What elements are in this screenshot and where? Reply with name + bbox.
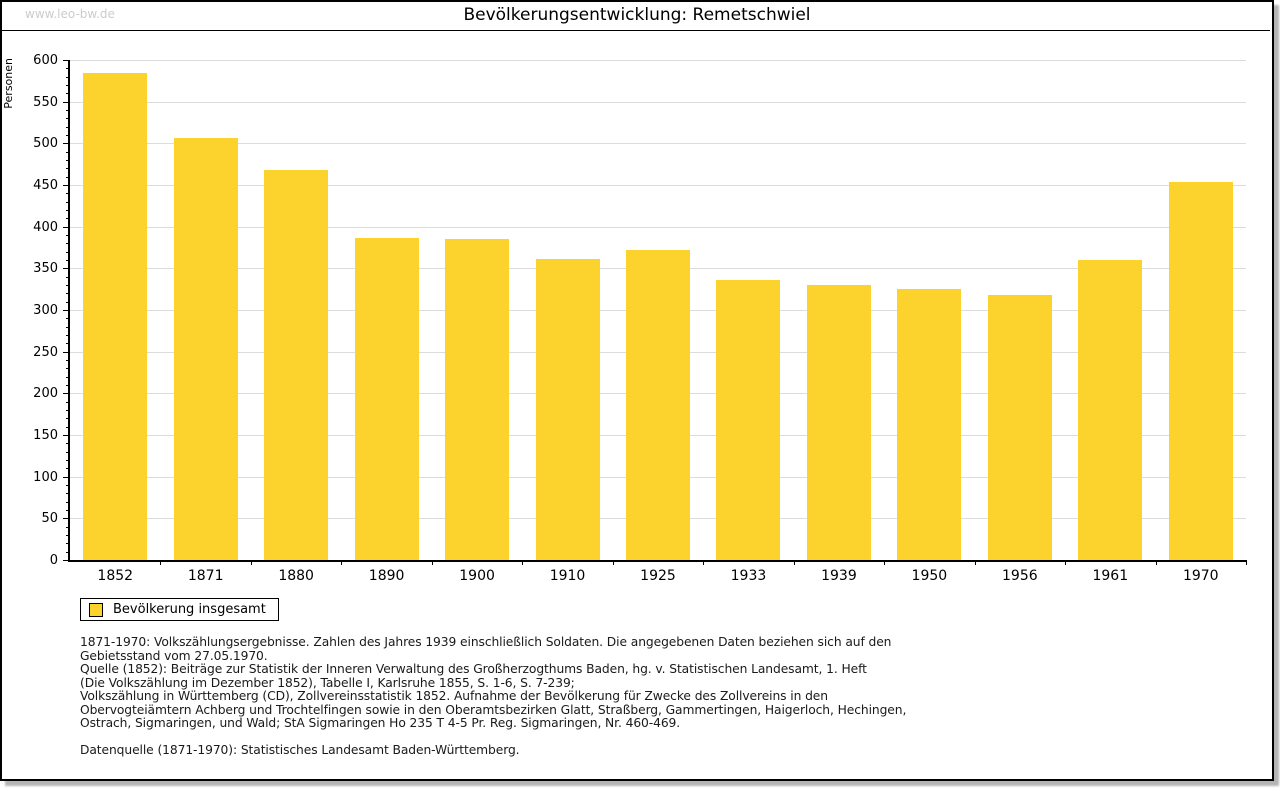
x-boundary-tick <box>612 560 614 565</box>
datasource-line: Datenquelle (1871-1970): Statistisches L… <box>80 742 520 757</box>
x-tick-label: 1890 <box>368 568 405 584</box>
footnote-line: Ostrach, Sigmaringen, und Wald; StA Sigm… <box>80 716 681 730</box>
x-tick-label: 1871 <box>187 568 224 584</box>
x-boundary-tick <box>1065 560 1067 565</box>
bar <box>264 170 329 560</box>
y-major-tick <box>63 435 70 436</box>
bar <box>445 239 510 560</box>
y-major-tick <box>63 185 70 186</box>
x-tick-label: 1880 <box>278 568 314 584</box>
y-tick-label: 50 <box>41 511 58 527</box>
y-tick-label: 350 <box>33 261 58 277</box>
x-tick-label: 1900 <box>459 568 495 584</box>
y-major-tick <box>63 226 70 228</box>
y-tick-label: 0 <box>49 553 58 568</box>
bar <box>83 72 148 560</box>
x-tick-label: 1933 <box>730 568 767 584</box>
x-tick-label: 1852 <box>97 568 134 584</box>
y-tick-label: 200 <box>33 386 58 402</box>
x-boundary-tick <box>431 560 433 565</box>
header-divider <box>2 30 1270 31</box>
x-boundary-tick <box>703 560 705 565</box>
x-tick-label: 1961 <box>1092 568 1129 584</box>
bar <box>987 295 1052 560</box>
y-major-tick <box>63 310 70 311</box>
y-tick-label: 250 <box>33 344 58 360</box>
y-gridline <box>70 143 1246 145</box>
x-tick-label: 1970 <box>1182 568 1219 584</box>
footnote-line: Obervogteiämtern Achberg und Trochtelfin… <box>80 702 907 717</box>
bar <box>173 138 238 560</box>
bar <box>354 237 419 560</box>
x-boundary-tick <box>884 560 886 565</box>
legend-swatch-icon <box>89 602 103 617</box>
bar <box>897 289 962 560</box>
footnotes: 1871-1970: Volkszählungsergebnisse. Zahl… <box>80 635 907 757</box>
y-major-tick <box>63 143 70 145</box>
x-boundary-tick <box>341 560 343 565</box>
bar <box>806 285 871 560</box>
y-axis-line <box>68 60 70 562</box>
x-tick-label: 1910 <box>549 568 586 584</box>
legend-box: Bevölkerung insgesamt <box>80 598 279 621</box>
y-tick-label: 450 <box>33 178 58 193</box>
x-boundary-tick <box>160 560 162 565</box>
x-boundary-tick <box>793 560 795 565</box>
y-major-tick <box>63 393 70 395</box>
y-gridline <box>70 226 1246 228</box>
y-major-tick <box>63 518 70 520</box>
y-major-tick <box>63 268 70 270</box>
y-major-tick <box>63 101 70 103</box>
y-major-tick <box>63 476 70 478</box>
y-gridline <box>70 185 1246 186</box>
bar <box>1078 260 1143 560</box>
y-tick-label: 550 <box>33 94 58 110</box>
y-tick-label: 400 <box>33 219 58 235</box>
y-tick-label: 600 <box>33 53 58 68</box>
footnote-line: Volkszählung in Württemberg (CD), Zollve… <box>80 689 828 703</box>
x-boundary-tick <box>250 560 252 565</box>
x-axis-line <box>68 560 1246 562</box>
footnote-spacer <box>80 731 906 744</box>
footnote-line: Gebietsstand vom 27.05.1970. <box>80 648 268 663</box>
y-gridline <box>70 101 1246 103</box>
x-tick-label: 1956 <box>1002 568 1038 584</box>
bar <box>716 280 781 560</box>
x-boundary-tick <box>1155 560 1157 565</box>
y-gridline <box>70 60 1246 61</box>
x-tick-label: 1925 <box>640 568 676 584</box>
x-boundary-tick <box>522 560 524 565</box>
bar <box>1168 181 1233 560</box>
footnote-line: (Die Volkszählung im Dezember 1852), Tab… <box>80 675 575 690</box>
x-tick-label: 1939 <box>821 568 857 584</box>
x-boundary-tick <box>974 560 976 565</box>
x-tick-label: 1950 <box>911 568 948 584</box>
footnote-line: Quelle (1852): Beiträge zur Statistik de… <box>80 662 867 676</box>
chart-title: Bevölkerungsentwicklung: Remetschwiel <box>463 5 811 25</box>
bar <box>535 259 600 560</box>
y-tick-label: 300 <box>33 303 58 318</box>
y-tick-label: 500 <box>33 136 58 152</box>
footnote-line: 1871-1970: Volkszählungsergebnisse. Zahl… <box>80 635 892 649</box>
bar <box>626 250 690 560</box>
legend-label: Bevölkerung insgesamt <box>113 602 266 617</box>
y-major-tick <box>63 560 70 561</box>
x-boundary-tick <box>1246 560 1247 565</box>
y-tick-label: 150 <box>33 428 58 443</box>
y-major-tick <box>63 60 70 61</box>
y-tick-label: 100 <box>33 469 58 485</box>
y-major-tick <box>63 351 70 353</box>
watermark: www.leo-bw.de <box>25 7 115 21</box>
